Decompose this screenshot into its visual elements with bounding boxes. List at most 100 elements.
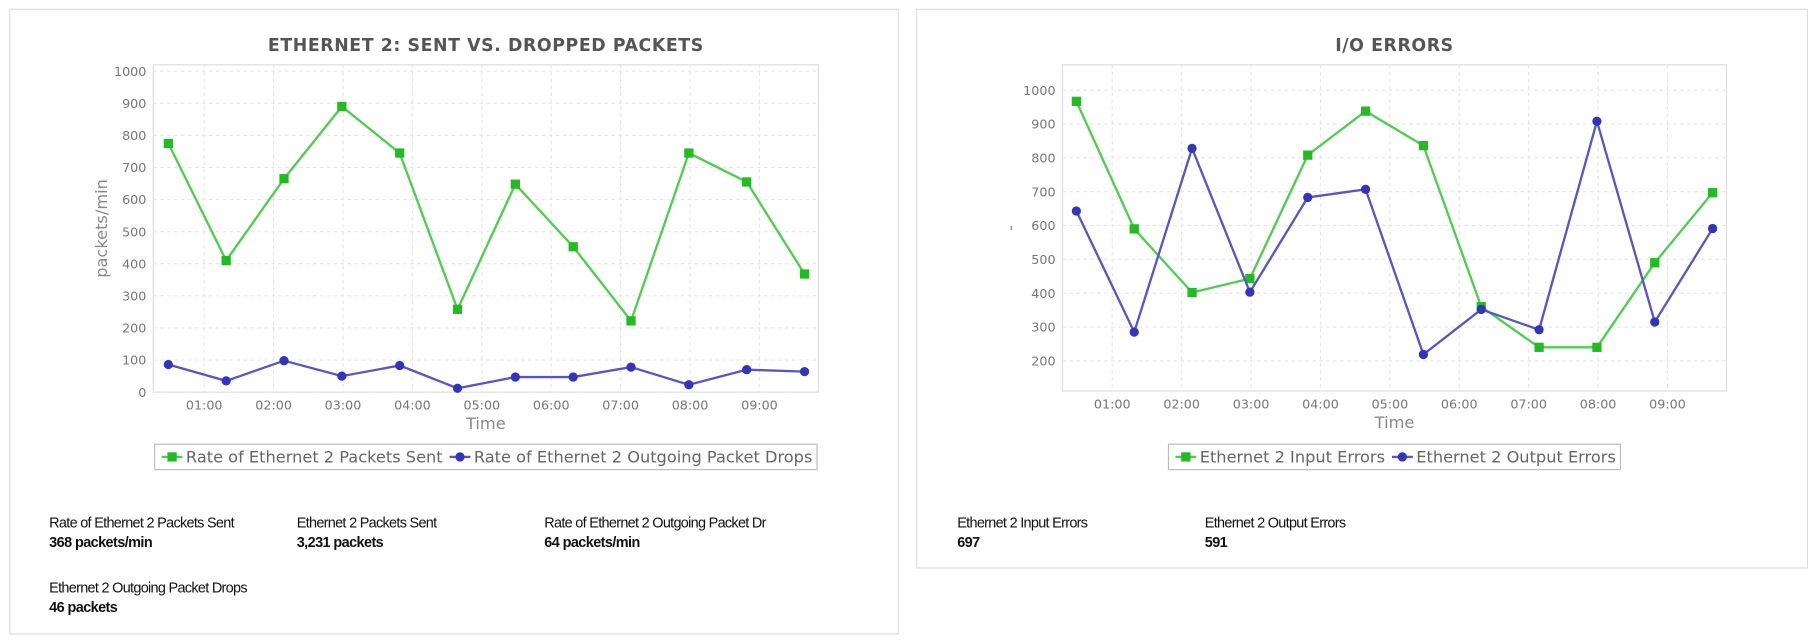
x-tick-label: 03:00 <box>325 397 362 412</box>
legend-marker <box>455 452 465 462</box>
marker <box>1476 304 1486 315</box>
x-tick-label: 05:00 <box>1372 396 1409 411</box>
x-tick-label: 04:00 <box>1302 396 1339 411</box>
x-tick-label: 01:00 <box>186 397 223 412</box>
x-tick-label: 05:00 <box>463 397 500 412</box>
y-tick-label: 0 <box>138 385 146 400</box>
y-tick-label: 200 <box>122 321 146 336</box>
y-tick-label: 500 <box>1031 252 1055 267</box>
x-tick-label: 07:00 <box>1510 396 1547 411</box>
marker <box>799 269 810 279</box>
marker <box>1129 224 1139 234</box>
y-tick-label: 400 <box>122 256 146 271</box>
y-tick-label: 700 <box>122 160 146 175</box>
marker <box>279 174 289 184</box>
marker <box>1650 317 1660 327</box>
x-tick-label: 06:00 <box>533 397 570 412</box>
marker <box>452 304 463 314</box>
marker <box>510 372 520 382</box>
x-tick-label: 01:00 <box>1094 396 1131 411</box>
marker <box>1707 223 1718 234</box>
stat-label: Ethernet 2 Input Errors <box>957 515 1088 531</box>
y-tick-label: 300 <box>122 288 146 303</box>
x-tick-label: 08:00 <box>672 397 709 412</box>
marker <box>684 148 694 158</box>
y-tick-label: 400 <box>1031 286 1055 301</box>
x-axis-label: Time <box>1374 413 1415 432</box>
marker <box>452 383 463 393</box>
marker <box>337 371 347 381</box>
legend: Ethernet 2 Input Errors Ethernet 2 Output… <box>1167 443 1622 471</box>
marker <box>1707 188 1718 198</box>
marker <box>395 148 405 158</box>
legend-item: Ethernet 2 Input Errors <box>1175 448 1385 467</box>
stat-value: 3,231 packets <box>297 535 384 551</box>
stat-label: Rate of Ethernet 2 Packets Sent <box>49 515 234 531</box>
y-tick-label: 500 <box>122 224 146 239</box>
series-line <box>1075 100 1714 349</box>
marker <box>1245 274 1255 284</box>
x-tick-label: 02:00 <box>255 397 292 412</box>
x-axis-label: Time <box>465 414 506 433</box>
legend-label: Rate of Ethernet 2 Outgoing Packet Drops <box>474 448 813 467</box>
marker <box>1245 287 1255 297</box>
x-tick-label: 09:00 <box>741 397 778 412</box>
marker <box>1592 342 1602 352</box>
legend-label: Ethernet 2 Input Errors <box>1200 448 1385 467</box>
marker <box>510 179 520 189</box>
y-axis-label: - <box>1001 225 1020 231</box>
y-tick-label: 900 <box>1031 117 1055 132</box>
legend-label: Rate of Ethernet 2 Packets Sent <box>186 448 443 467</box>
marker <box>221 255 231 266</box>
marker <box>1592 116 1602 126</box>
y-tick-label: 1000 <box>1023 83 1055 98</box>
marker <box>1418 349 1429 360</box>
y-tick-label: 100 <box>122 353 146 368</box>
marker <box>568 372 578 382</box>
marker <box>1418 141 1429 151</box>
y-tick-label: 300 <box>1031 320 1055 335</box>
x-tick-label: 03:00 <box>1233 396 1270 411</box>
marker <box>684 380 694 390</box>
y-tick-label: 900 <box>122 96 146 111</box>
y-tick-label: 800 <box>122 128 146 143</box>
marker <box>1187 287 1197 298</box>
marker <box>742 365 752 375</box>
plot-area <box>152 64 820 393</box>
legend-marker <box>1397 452 1408 462</box>
marker <box>1360 106 1371 116</box>
marker <box>1187 143 1197 153</box>
series-line <box>1075 117 1714 357</box>
marker <box>1071 206 1082 216</box>
y-tick-label: 800 <box>1031 150 1055 165</box>
marker <box>626 362 636 372</box>
plot-area <box>1061 64 1728 392</box>
marker <box>742 177 752 187</box>
marker <box>1534 325 1544 335</box>
marker <box>337 101 347 112</box>
stat-label: Rate of Ethernet 2 Outgoing Packet Dr <box>544 515 766 531</box>
chart-title: ETHERNET 2: SENT VS. DROPPED PACKETS <box>268 36 704 56</box>
x-tick-label: 02:00 <box>1163 396 1200 411</box>
legend-marker <box>167 452 177 462</box>
stat-label: Ethernet 2 Packets Sent <box>297 515 437 531</box>
x-tick-label: 09:00 <box>1649 396 1686 411</box>
marker <box>1303 150 1313 160</box>
legend-item: Rate of Ethernet 2 Packets Sent <box>161 448 443 467</box>
y-tick-label: 600 <box>122 192 146 207</box>
marker <box>568 242 578 252</box>
x-tick-label: 06:00 <box>1441 396 1478 411</box>
x-tick-label: 07:00 <box>602 397 639 412</box>
stat-value: 46 packets <box>49 600 118 616</box>
marker <box>163 138 173 149</box>
stat-value: 591 <box>1205 535 1228 551</box>
chart-title: I/O ERRORS <box>1335 36 1454 56</box>
marker <box>395 360 405 371</box>
legend-item: Rate of Ethernet 2 Outgoing Packet Drops <box>449 448 813 467</box>
marker <box>1534 342 1544 352</box>
marker <box>163 359 173 370</box>
marker <box>1360 184 1371 194</box>
marker <box>799 366 810 377</box>
